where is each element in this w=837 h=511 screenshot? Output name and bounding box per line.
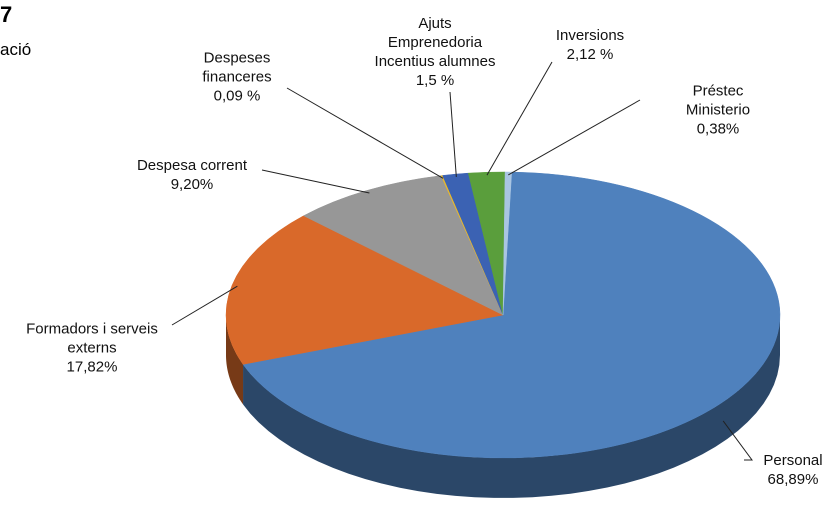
category-label: Ajuts Emprenedoria Incentius alumnes bbox=[374, 15, 496, 70]
leader-line bbox=[261, 169, 370, 194]
value-label: 68,89% bbox=[767, 471, 819, 488]
leader-line bbox=[449, 91, 457, 177]
data-label: Personal 68,89% bbox=[763, 451, 822, 489]
data-label: Ajuts Emprenedoria Incentius alumnes 1,5 … bbox=[375, 14, 496, 90]
leader-line bbox=[171, 285, 238, 326]
category-label: Despesa corrent bbox=[136, 157, 248, 174]
chart-title: 7 bbox=[0, 2, 13, 27]
value-label: 17,82% bbox=[66, 358, 118, 376]
data-label: Formadors i serveis externs 17,82% bbox=[26, 320, 158, 377]
slice bbox=[242, 171, 781, 459]
slice bbox=[303, 175, 504, 316]
category-label: Despeses financeres bbox=[202, 49, 272, 86]
value-label: 0,38% bbox=[696, 120, 740, 138]
category-label: Préstec Ministerio bbox=[685, 82, 751, 119]
slice-side bbox=[226, 315, 244, 405]
data-label: Inversions 2,12 % bbox=[556, 26, 624, 64]
leader-line bbox=[722, 420, 753, 461]
chart-subtitle: ació bbox=[0, 40, 32, 59]
value-label: 0,09 % bbox=[213, 87, 261, 105]
data-label: Préstec Ministerio 0,38% bbox=[659, 82, 778, 139]
value-label: 1,5 % bbox=[415, 72, 455, 89]
leader-line bbox=[486, 61, 553, 176]
category-label: Personal bbox=[763, 452, 823, 469]
category-label: Inversions bbox=[555, 27, 625, 44]
category-label: Formadors i serveis externs bbox=[26, 320, 158, 357]
leader-line bbox=[286, 87, 444, 179]
slice bbox=[225, 215, 504, 365]
value-label: 9,20% bbox=[170, 176, 214, 193]
data-label: Despesa corrent 9,20% bbox=[137, 156, 247, 194]
data-label: Despeses financeres 0,09 % bbox=[202, 49, 271, 106]
value-label: 2,12 % bbox=[566, 46, 614, 63]
slice bbox=[502, 171, 512, 316]
leader-line bbox=[508, 99, 641, 176]
slice-side bbox=[243, 315, 780, 498]
